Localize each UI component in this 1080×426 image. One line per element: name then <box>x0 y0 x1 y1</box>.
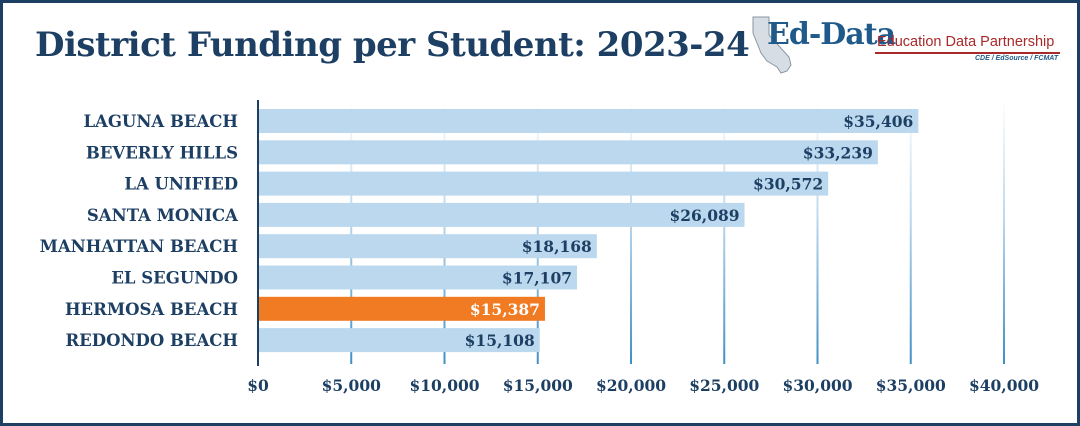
gridline <box>443 100 446 364</box>
california-map-icon <box>752 16 792 74</box>
ed-data-logo: Ed-Data Education Data Partnership CDE /… <box>747 15 1067 85</box>
bar <box>258 202 745 227</box>
x-tick-label: $10,000 <box>409 376 479 395</box>
logo-divider <box>875 52 1060 54</box>
logo-name: Education Data Partnership <box>877 34 1055 50</box>
bar <box>258 234 597 259</box>
category-label: LAGUNA BEACH <box>83 112 238 131</box>
category-label: BEVERLY HILLS <box>86 143 238 162</box>
bar <box>258 265 578 290</box>
logo-sources: CDE / EdSource / FCMAT <box>975 55 1059 62</box>
gridline <box>536 100 539 364</box>
gridline <box>350 100 353 364</box>
gridline <box>630 100 632 364</box>
data-label: $30,572 <box>753 175 823 194</box>
x-tick-label: $20,000 <box>596 376 666 395</box>
x-tick-label: $35,000 <box>876 376 946 395</box>
category-label: REDONDO BEACH <box>65 331 238 350</box>
logo-mark: Ed-Data <box>767 17 896 52</box>
bar <box>258 328 540 353</box>
bar <box>258 171 829 196</box>
category-label: MANHATTAN BEACH <box>40 237 238 256</box>
category-label: HERMOSA BEACH <box>65 300 238 319</box>
gridline <box>816 100 819 364</box>
data-label: $17,107 <box>502 269 572 288</box>
x-tick-label: $5,000 <box>322 376 382 395</box>
data-label: $15,387 <box>470 300 540 319</box>
gridline <box>723 100 726 364</box>
data-label: $35,406 <box>843 112 913 131</box>
chart-title: District Funding per Student: 2023-24 <box>35 25 750 65</box>
data-label: $18,168 <box>522 237 592 256</box>
x-tick-label: $15,000 <box>503 376 573 395</box>
gridline <box>909 100 912 364</box>
bar-highlighted <box>258 296 545 321</box>
category-label: SANTA MONICA <box>87 206 238 225</box>
data-label: $15,108 <box>465 331 535 350</box>
category-label: EL SEGUNDO <box>111 269 238 288</box>
bar <box>258 109 919 133</box>
x-tick-label: $40,000 <box>969 376 1039 395</box>
data-label: $26,089 <box>669 206 739 225</box>
bar <box>258 140 878 165</box>
x-tick-label: $0 <box>247 376 269 395</box>
category-label: LA UNIFIED <box>124 175 238 194</box>
x-tick-label: $25,000 <box>689 376 759 395</box>
gridline <box>1003 100 1005 364</box>
data-label: $33,239 <box>803 143 873 162</box>
x-tick-label: $30,000 <box>782 376 852 395</box>
